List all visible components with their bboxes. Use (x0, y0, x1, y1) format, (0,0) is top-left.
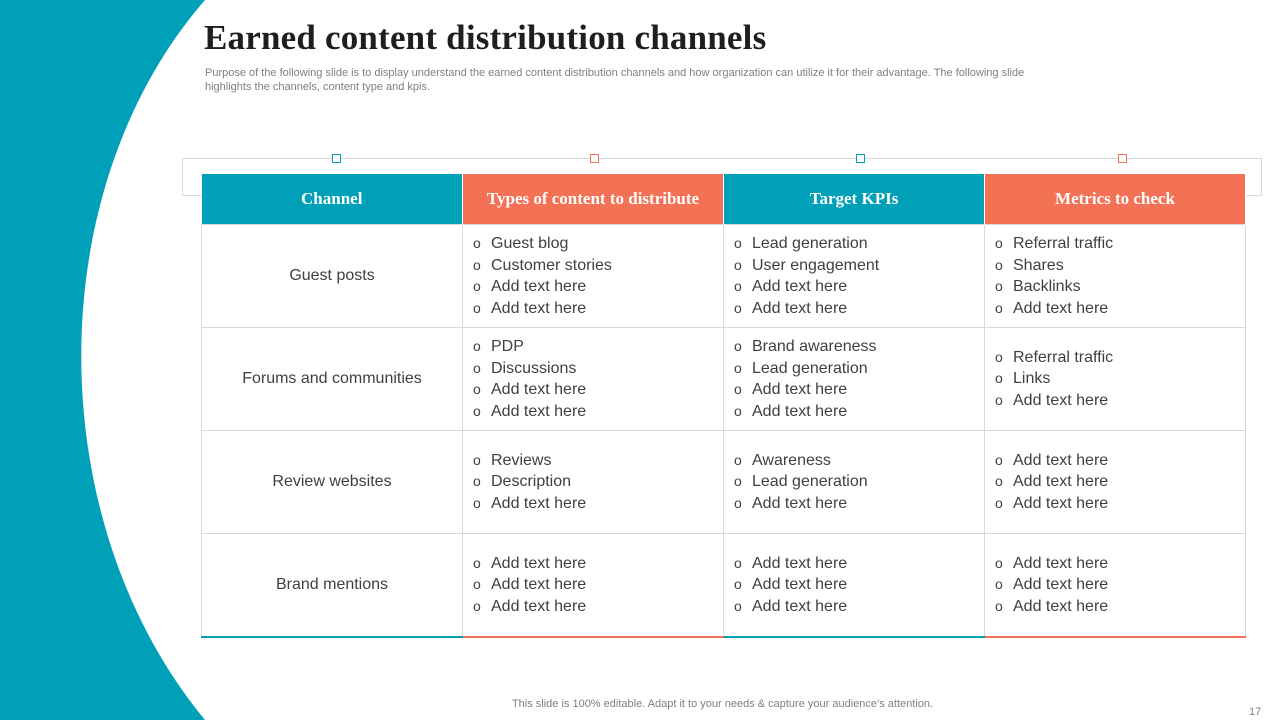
list-item: Add text here (734, 401, 984, 423)
list-item: Add text here (995, 390, 1245, 412)
coral-square-marker (590, 154, 599, 163)
table-header-row: Channel Types of content to distribute T… (201, 174, 1246, 225)
list-item: Add text here (995, 298, 1245, 320)
list-item: Referral traffic (995, 233, 1245, 255)
metrics-cell: Add text here Add text here Add text her… (984, 533, 1246, 638)
channels-table: Channel Types of content to distribute T… (201, 174, 1246, 638)
metrics-cell: Add text here Add text here Add text her… (984, 430, 1246, 534)
metrics-cell: Referral traffic Shares Backlinks Add te… (984, 224, 1246, 328)
list-item: Reviews (473, 450, 723, 472)
list-item: Add text here (995, 471, 1245, 493)
list-item: Customer stories (473, 255, 723, 277)
list-item: Brand awareness (734, 336, 984, 358)
list-item: Add text here (734, 379, 984, 401)
list-item: Add text here (734, 298, 984, 320)
list-item: Add text here (995, 450, 1245, 472)
table-row: Guest posts Guest blog Customer stories … (201, 224, 1246, 328)
list-item: Guest blog (473, 233, 723, 255)
table-row: Forums and communities PDP Discussions A… (201, 327, 1246, 431)
coral-square-marker (1118, 154, 1127, 163)
header-metrics: Metrics to check (984, 174, 1246, 225)
header-content-types: Types of content to distribute (462, 174, 724, 225)
kpi-cell: Awareness Lead generation Add text here (723, 430, 985, 534)
kpi-cell: Lead generation User engagement Add text… (723, 224, 985, 328)
list-item: Add text here (473, 493, 723, 515)
list-item: Lead generation (734, 233, 984, 255)
content-cell: Add text here Add text here Add text her… (462, 533, 724, 638)
list-item: Add text here (473, 574, 723, 596)
header-channel: Channel (201, 174, 463, 225)
channel-cell: Review websites (201, 430, 463, 534)
list-item: Lead generation (734, 471, 984, 493)
list-item: Add text here (473, 596, 723, 618)
channel-cell: Brand mentions (201, 533, 463, 638)
page-number: 17 (1249, 706, 1262, 718)
content-cell: Reviews Description Add text here (462, 430, 724, 534)
list-item: Add text here (995, 574, 1245, 596)
list-item: Lead generation (734, 358, 984, 380)
table-row: Review websites Reviews Description Add … (201, 430, 1246, 534)
teal-square-marker (332, 154, 341, 163)
list-item: Referral traffic (995, 347, 1245, 369)
list-item: Add text here (995, 553, 1245, 575)
list-item: Add text here (473, 298, 723, 320)
list-item: Add text here (473, 276, 723, 298)
list-item: Add text here (734, 553, 984, 575)
list-item: Add text here (473, 401, 723, 423)
list-item: Add text here (995, 596, 1245, 618)
list-item: Links (995, 368, 1245, 390)
list-item: Add text here (995, 493, 1245, 515)
slide-title: Earned content distribution channels (204, 18, 767, 57)
list-item: Add text here (473, 379, 723, 401)
list-item: Backlinks (995, 276, 1245, 298)
list-item: Add text here (734, 276, 984, 298)
teal-square-marker (856, 154, 865, 163)
list-item: PDP (473, 336, 723, 358)
content-cell: Guest blog Customer stories Add text her… (462, 224, 724, 328)
list-item: Awareness (734, 450, 984, 472)
content-cell: PDP Discussions Add text here Add text h… (462, 327, 724, 431)
kpi-cell: Brand awareness Lead generation Add text… (723, 327, 985, 431)
list-item: User engagement (734, 255, 984, 277)
table-row: Brand mentions Add text here Add text he… (201, 533, 1246, 638)
header-target-kpis: Target KPIs (723, 174, 985, 225)
list-item: Description (473, 471, 723, 493)
list-item: Add text here (473, 553, 723, 575)
list-item: Add text here (734, 574, 984, 596)
list-item: Discussions (473, 358, 723, 380)
list-item: Shares (995, 255, 1245, 277)
metrics-cell: Referral traffic Links Add text here (984, 327, 1246, 431)
list-item: Add text here (734, 596, 984, 618)
channel-cell: Guest posts (201, 224, 463, 328)
slide-footer: This slide is 100% editable. Adapt it to… (511, 698, 934, 710)
list-item: Add text here (734, 493, 984, 515)
channel-cell: Forums and communities (201, 327, 463, 431)
kpi-cell: Add text here Add text here Add text her… (723, 533, 985, 638)
slide-subtitle: Purpose of the following slide is to dis… (205, 67, 1025, 93)
